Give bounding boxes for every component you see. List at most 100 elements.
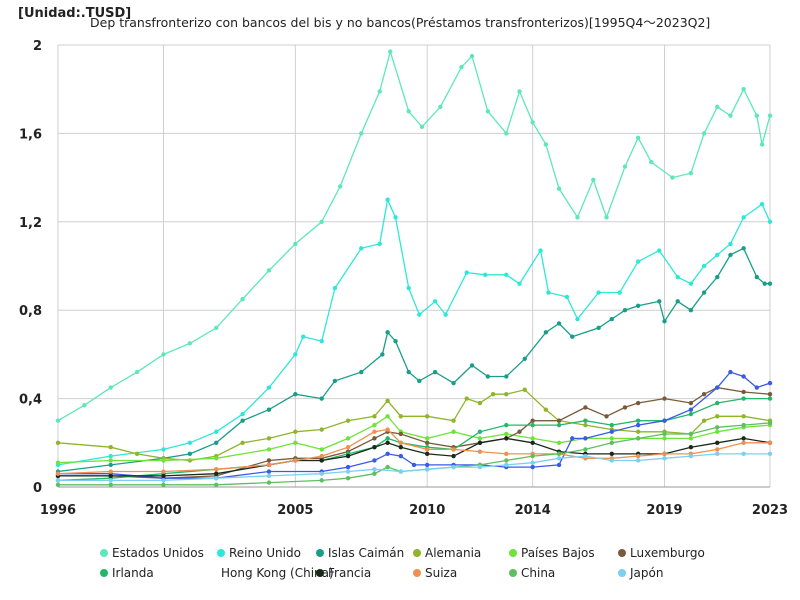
data-point: [609, 316, 614, 322]
data-point: [438, 104, 443, 110]
data-point: [55, 418, 61, 423]
data-point: [504, 431, 509, 437]
data-point: [240, 296, 245, 302]
data-point: [583, 447, 588, 452]
data-point: [728, 113, 733, 118]
data-point: [657, 248, 662, 253]
data-point: [82, 403, 87, 408]
data-point: [293, 440, 298, 445]
data-point: [622, 164, 628, 169]
data-point: [372, 422, 377, 428]
data-point: [728, 369, 733, 375]
legend-item[interactable]: Reino Unido: [217, 543, 316, 563]
data-point: [214, 482, 219, 487]
data-point: [622, 405, 628, 410]
legend-item[interactable]: Francia: [316, 563, 413, 583]
data-point: [617, 290, 622, 295]
data-point: [214, 325, 219, 331]
data-point: [108, 462, 113, 468]
legend-item[interactable]: Irlanda: [100, 563, 217, 583]
data-point: [741, 396, 746, 401]
data-point: [469, 53, 475, 59]
line-chart: 0 0,4 0,8 1,2 1,6 2 1996 2000 2005 2010 2014 2019 20…: [19, 39, 788, 518]
data-point: [485, 109, 491, 114]
data-point: [688, 308, 694, 313]
data-point: [161, 447, 166, 452]
legend-marker-icon: [100, 549, 108, 557]
data-point: [517, 89, 522, 94]
data-point: [715, 274, 720, 280]
data-point: [417, 378, 422, 384]
data-point: [715, 252, 720, 258]
data-point: [406, 285, 411, 291]
data-point: [762, 281, 767, 286]
legend-item[interactable]: Islas Caimán: [316, 543, 413, 563]
data-point: [670, 175, 675, 180]
data-point: [332, 378, 338, 384]
data-point: [662, 396, 667, 401]
data-point: [359, 246, 364, 251]
data-point: [55, 482, 61, 487]
data-point: [55, 440, 61, 445]
legend-item[interactable]: Luxemburgo: [618, 543, 705, 563]
legend-item[interactable]: Alemania: [413, 543, 509, 563]
data-point: [266, 268, 272, 273]
data-point: [240, 411, 245, 417]
legend-item[interactable]: Países Bajos: [509, 543, 618, 563]
data-point: [715, 414, 720, 419]
data-point: [451, 418, 456, 423]
data-point: [715, 429, 720, 434]
series-line-10: [58, 422, 771, 486]
data-point: [575, 215, 580, 220]
legend-item[interactable]: Suiza: [413, 563, 509, 583]
data-point: [372, 458, 377, 463]
data-point: [635, 400, 641, 406]
data-point: [398, 469, 404, 474]
data-point: [345, 436, 351, 441]
legend-item[interactable]: China: [509, 563, 618, 583]
data-point: [688, 453, 694, 459]
data-point: [543, 407, 549, 412]
legend-item[interactable]: Estados Unidos: [100, 543, 217, 563]
data-point: [372, 467, 377, 472]
data-point: [424, 414, 430, 419]
data-point: [662, 451, 667, 457]
data-point: [385, 398, 390, 404]
legend-marker-icon: [509, 569, 517, 577]
data-point: [55, 460, 61, 465]
data-point: [609, 436, 614, 441]
legend-marker-icon: [100, 569, 108, 577]
legend-item[interactable]: Japón: [618, 563, 663, 583]
data-point: [504, 272, 509, 278]
data-point: [662, 431, 667, 437]
data-point: [385, 464, 390, 470]
legend-marker-icon: [217, 549, 225, 557]
data-point: [504, 436, 509, 441]
data-point: [411, 462, 417, 468]
data-point: [161, 473, 166, 479]
data-point: [564, 294, 570, 300]
x-tick-label: 2000: [145, 503, 181, 518]
data-point: [701, 290, 707, 295]
legend-item[interactable]: Hong Kong (China): [217, 563, 334, 583]
data-point: [385, 414, 390, 419]
data-point: [477, 429, 483, 434]
series-line-1: [57, 197, 771, 466]
data-point: [583, 453, 588, 459]
data-point: [345, 475, 351, 481]
data-point: [556, 321, 562, 326]
data-point: [596, 290, 601, 295]
data-point: [701, 391, 707, 397]
data-point: [187, 451, 193, 457]
data-point: [504, 462, 509, 468]
data-point: [662, 456, 667, 461]
x-tick-label: 2005: [277, 503, 313, 518]
data-point: [108, 385, 113, 390]
data-point: [635, 135, 641, 141]
data-point: [575, 316, 580, 322]
data-point: [556, 186, 562, 191]
data-point: [393, 338, 398, 344]
data-point: [649, 159, 654, 165]
data-point: [332, 285, 338, 291]
